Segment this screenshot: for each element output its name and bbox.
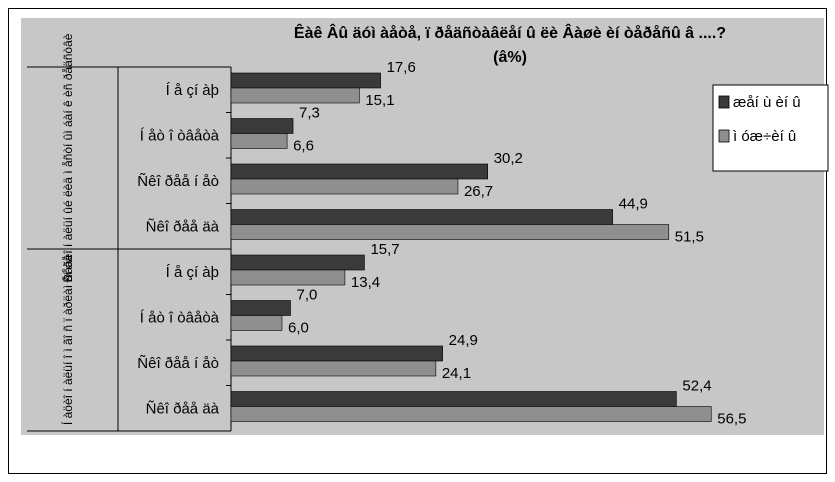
data-label: 26,7	[464, 183, 493, 200]
bar-series-2	[230, 224, 670, 240]
bar-series-1	[230, 254, 365, 271]
group-label: Í àöèî í àëüí î ì ãî ñ ï àðëàì åí òå	[60, 255, 75, 425]
category-label: Í å çí àþ	[166, 264, 219, 281]
legend-label: æåí ù èí û	[733, 94, 801, 111]
category-label: Ñêî ðåå äà	[146, 218, 220, 235]
category-label: Í åò î òâåòà	[140, 309, 220, 326]
legend-swatch	[718, 129, 730, 143]
data-label: 7,0	[297, 287, 318, 304]
bar-series-2	[230, 406, 712, 422]
labels-layer: 17,6 7,3 30,2 44,9 15,7 7,0 24,9 52,4 15,1 6,6 26,…	[288, 59, 746, 428]
data-label: 56,5	[717, 411, 746, 428]
data-label: 44,9	[619, 196, 648, 213]
data-label: 51,5	[675, 229, 704, 246]
bar-series-2	[230, 269, 346, 286]
axis-layer: Í å çí àþ Í åò î òâåòà Ñêî ðåå í åò Ñêî ðåå…	[27, 33, 232, 432]
bar-series-1	[230, 345, 443, 362]
bar-series-2	[230, 360, 437, 377]
bar-series-1	[230, 163, 489, 180]
bar-series-1	[230, 209, 613, 225]
data-label: 52,4	[682, 378, 711, 395]
data-label: 30,2	[494, 150, 523, 167]
data-label: 24,9	[449, 332, 478, 349]
data-label: 13,4	[351, 274, 380, 291]
bar-series-2	[230, 315, 283, 331]
bar-series-1	[230, 391, 677, 407]
category-label: Í å çí àþ	[166, 82, 219, 99]
data-label: 6,6	[293, 138, 314, 155]
bar-series-1	[230, 300, 291, 316]
data-label: 15,1	[365, 92, 394, 109]
bar-series-1	[230, 72, 381, 89]
group-label: Ðåãèî í àëüí ûé ëèä ì åñòí ûì áàí ê èñ ð…	[61, 33, 75, 282]
data-label: 7,3	[299, 105, 320, 122]
data-label: 17,6	[387, 59, 416, 76]
chart-title: Êàê Âû äóì àåòå, ï ðåäñòàâëåí û ëè Âàøè …	[294, 23, 726, 42]
bar-series-2	[230, 87, 360, 104]
bar-series-2	[230, 133, 288, 149]
data-label: 15,7	[370, 241, 399, 258]
legend-box	[712, 84, 829, 172]
bar-series-1	[230, 118, 294, 134]
chart-subtitle: (â%)	[493, 49, 527, 66]
category-label: Ñêî ðåå í åò	[137, 173, 219, 190]
bar-series-2	[230, 178, 459, 195]
category-label: Ñêî ðåå äà	[146, 400, 220, 417]
category-label: Ñêî ðåå í åò	[137, 355, 219, 372]
category-label: Í åò î òâåòà	[140, 127, 220, 144]
legend: æåí ù èí û ì óæ÷èí û	[712, 84, 829, 172]
legend-label: ì óæ÷èí û	[733, 128, 796, 145]
legend-swatch	[718, 95, 730, 109]
data-label: 24,1	[442, 365, 471, 382]
bars-layer	[230, 72, 712, 422]
data-label: 6,0	[288, 320, 309, 337]
